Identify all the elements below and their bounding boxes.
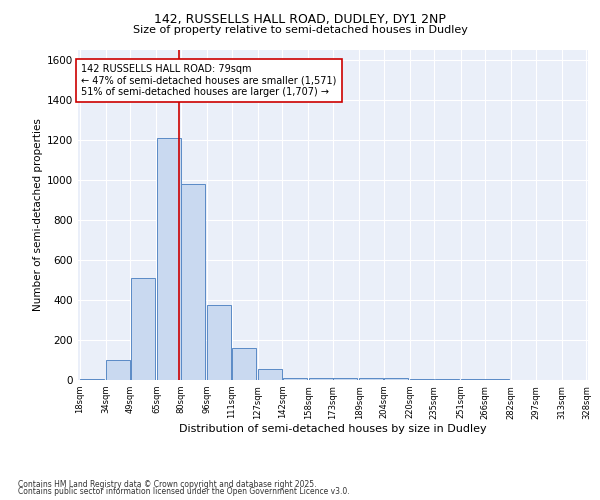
Bar (232, 348, 256, 380)
Bar (208, 305, 232, 380)
Bar (359, 378, 383, 380)
Text: Contains public sector information licensed under the Open Government Licence v3: Contains public sector information licen… (18, 488, 350, 496)
Bar (131, 278, 155, 380)
Bar (80, 379, 104, 380)
Bar (309, 378, 333, 380)
Text: 142 RUSSELLS HALL ROAD: 79sqm
← 47% of semi-detached houses are smaller (1,571)
: 142 RUSSELLS HALL ROAD: 79sqm ← 47% of s… (81, 64, 337, 97)
Bar (410, 379, 434, 380)
X-axis label: Distribution of semi-detached houses by size in Dudley: Distribution of semi-detached houses by … (179, 424, 487, 434)
Bar (283, 378, 307, 380)
Bar (106, 360, 130, 380)
Bar (258, 369, 282, 380)
Bar (181, 184, 205, 380)
Bar (384, 378, 408, 380)
Y-axis label: Number of semi-detached properties: Number of semi-detached properties (33, 118, 43, 312)
Text: 142, RUSSELLS HALL ROAD, DUDLEY, DY1 2NP: 142, RUSSELLS HALL ROAD, DUDLEY, DY1 2NP (154, 12, 446, 26)
Bar (157, 138, 181, 380)
Bar (333, 378, 357, 380)
Text: Contains HM Land Registry data © Crown copyright and database right 2025.: Contains HM Land Registry data © Crown c… (18, 480, 317, 489)
Text: Size of property relative to semi-detached houses in Dudley: Size of property relative to semi-detach… (133, 25, 467, 35)
